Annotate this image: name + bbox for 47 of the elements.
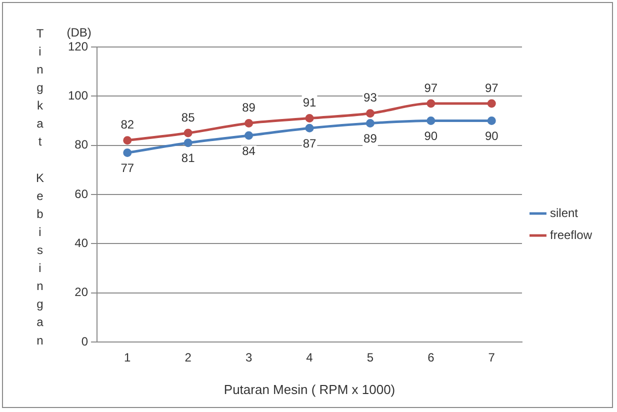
x-tick-label: 2: [184, 350, 192, 365]
data-label: 82: [120, 118, 134, 132]
point: [487, 116, 496, 125]
point: [366, 109, 374, 118]
point: [184, 128, 192, 138]
data-label: 93: [364, 90, 378, 105]
y-tick-label: 40: [74, 236, 88, 250]
y-tick-label: 20: [74, 285, 88, 300]
data-label: 90: [424, 129, 438, 144]
point: [426, 116, 436, 125]
text: Tingkat Kebisingan: [36, 26, 44, 348]
text: (DB): [66, 25, 92, 40]
point: [244, 118, 254, 128]
point: [305, 124, 314, 132]
point: [184, 138, 192, 148]
x-axis-title: Putaran Mesin ( RPM x 1000): [224, 382, 396, 397]
y-tick-label: 80: [74, 138, 88, 152]
data-label: 89: [242, 100, 256, 115]
point: [123, 136, 132, 145]
y-tick-label: 120: [68, 39, 88, 54]
legend-label: silent: [550, 206, 579, 220]
point: [123, 148, 132, 157]
y-tick-label: 100: [68, 88, 88, 102]
y-tick-label: 60: [74, 186, 88, 201]
x-tick-label: 5: [366, 350, 374, 365]
point: [366, 118, 374, 128]
data-label: 87: [302, 136, 316, 150]
point: [426, 99, 436, 108]
point: [244, 131, 254, 140]
data-label: 85: [181, 110, 196, 124]
data-label: 90: [484, 129, 499, 144]
data-label: 77: [120, 161, 134, 176]
x-tick-label: 3: [245, 350, 252, 365]
point: [305, 114, 314, 123]
data-label: 91: [302, 96, 316, 110]
data-label: 97: [484, 80, 499, 95]
data-label: 84: [242, 144, 256, 158]
data-label: 97: [424, 80, 438, 95]
data-label: 81: [181, 151, 196, 166]
x-tick-label: 1: [124, 350, 132, 365]
x-tick-label: 6: [428, 350, 435, 365]
legend-label: freeflow: [550, 228, 592, 242]
y-tick-label: 0: [81, 334, 88, 348]
x-tick-label: 4: [306, 350, 314, 365]
x-tick-label: 7: [488, 350, 496, 365]
data-label: 89: [364, 132, 378, 146]
point: [487, 99, 496, 108]
